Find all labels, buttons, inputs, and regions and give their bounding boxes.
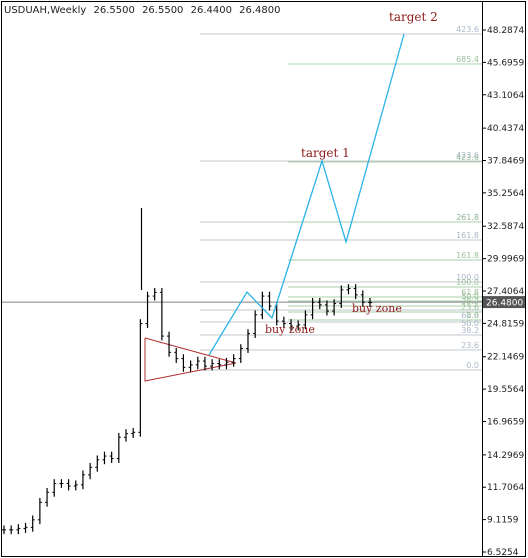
target-1-label: target 1 bbox=[301, 146, 350, 160]
fib-label-green: 261.8 bbox=[456, 213, 479, 222]
fib-label-green: 0.0 bbox=[466, 311, 479, 320]
price-axis-label: 16.9659 bbox=[487, 418, 524, 428]
current-price-tag bbox=[483, 296, 525, 309]
fib-label-gray: 50.0 bbox=[461, 319, 479, 328]
fib-label-green: 685.4 bbox=[456, 55, 479, 64]
high-value: 26.5500 bbox=[142, 5, 184, 16]
price-axis-label: 29.9969 bbox=[487, 255, 524, 265]
price-axis-label: 40.4374 bbox=[487, 124, 524, 134]
fib-label-gray: 423.6 bbox=[456, 151, 479, 160]
price-axis-label: 6.5254 bbox=[487, 548, 519, 558]
price-axis-label: 37.8469 bbox=[487, 157, 524, 167]
fib-label-green: 61.8 bbox=[461, 288, 479, 297]
price-axis-label: 43.1064 bbox=[487, 91, 524, 101]
price-axis-label: 24.8159 bbox=[487, 319, 524, 329]
price-axis-label: 9.1159 bbox=[487, 516, 519, 526]
price-axis-label: 32.5874 bbox=[487, 222, 524, 232]
fib-label-gray: 0.0 bbox=[466, 361, 479, 370]
fib-label-gray: 423.6 bbox=[456, 25, 479, 34]
price-axis-label: 45.6959 bbox=[487, 58, 524, 68]
fib-label-gray: 261.8 bbox=[456, 213, 479, 222]
buy-zone-1-label: buy zone bbox=[265, 323, 315, 336]
current-price-label: 26.4800 bbox=[486, 299, 523, 309]
projection-path bbox=[208, 33, 405, 356]
fib-label-green: 38.2 bbox=[461, 297, 479, 306]
close-value: 26.4800 bbox=[239, 5, 281, 16]
price-axis-label: 22.1469 bbox=[487, 353, 524, 363]
open-value: 26.5500 bbox=[93, 5, 135, 16]
price-axis-label: 27.4064 bbox=[487, 287, 524, 297]
fib-label-green: 423.6 bbox=[456, 153, 479, 162]
price-axis-label: 35.2564 bbox=[487, 189, 524, 199]
fib-label-gray: 61.8 bbox=[461, 311, 479, 320]
price-axis-label: 48.2874 bbox=[487, 26, 524, 36]
fib-label-green: 50.0 bbox=[461, 292, 479, 301]
buy-zone-2-label: buy zone bbox=[352, 302, 402, 315]
fib-label-gray: 38.2 bbox=[461, 326, 479, 335]
fib-label-gray: 100.0 bbox=[456, 273, 479, 282]
low-value: 26.4400 bbox=[190, 5, 232, 16]
fib-label-green: 100.0 bbox=[456, 278, 479, 287]
fib-label-green: 161.8 bbox=[456, 251, 479, 260]
price-axis-label: 19.5564 bbox=[487, 385, 524, 395]
price-axis-label: 11.7064 bbox=[487, 483, 524, 493]
symbol-label: USDUAH,Weekly bbox=[4, 5, 87, 16]
target-2-label: target 2 bbox=[389, 10, 438, 24]
triangle-pattern bbox=[144, 337, 237, 382]
chart-header: USDUAH,Weekly 26.5500 26.5500 26.4400 26… bbox=[4, 5, 285, 16]
fib-label-gray: 161.8 bbox=[456, 231, 479, 240]
price-axis-label: 14.2969 bbox=[487, 451, 524, 461]
fib-label-gray: 23.6 bbox=[461, 341, 479, 350]
fib-label-green: 23.6 bbox=[461, 303, 479, 312]
